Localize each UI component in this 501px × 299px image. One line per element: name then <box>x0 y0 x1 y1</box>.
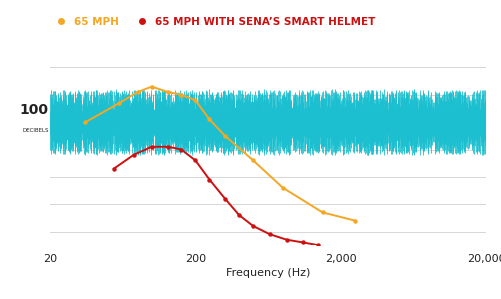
Text: DECIBELS: DECIBELS <box>23 128 49 133</box>
X-axis label: Frequency (Hz): Frequency (Hz) <box>226 269 310 278</box>
Text: 100: 100 <box>20 103 49 117</box>
Legend: 65 MPH, 65 MPH WITH SENA’S SMART HELMET: 65 MPH, 65 MPH WITH SENA’S SMART HELMET <box>51 17 376 27</box>
